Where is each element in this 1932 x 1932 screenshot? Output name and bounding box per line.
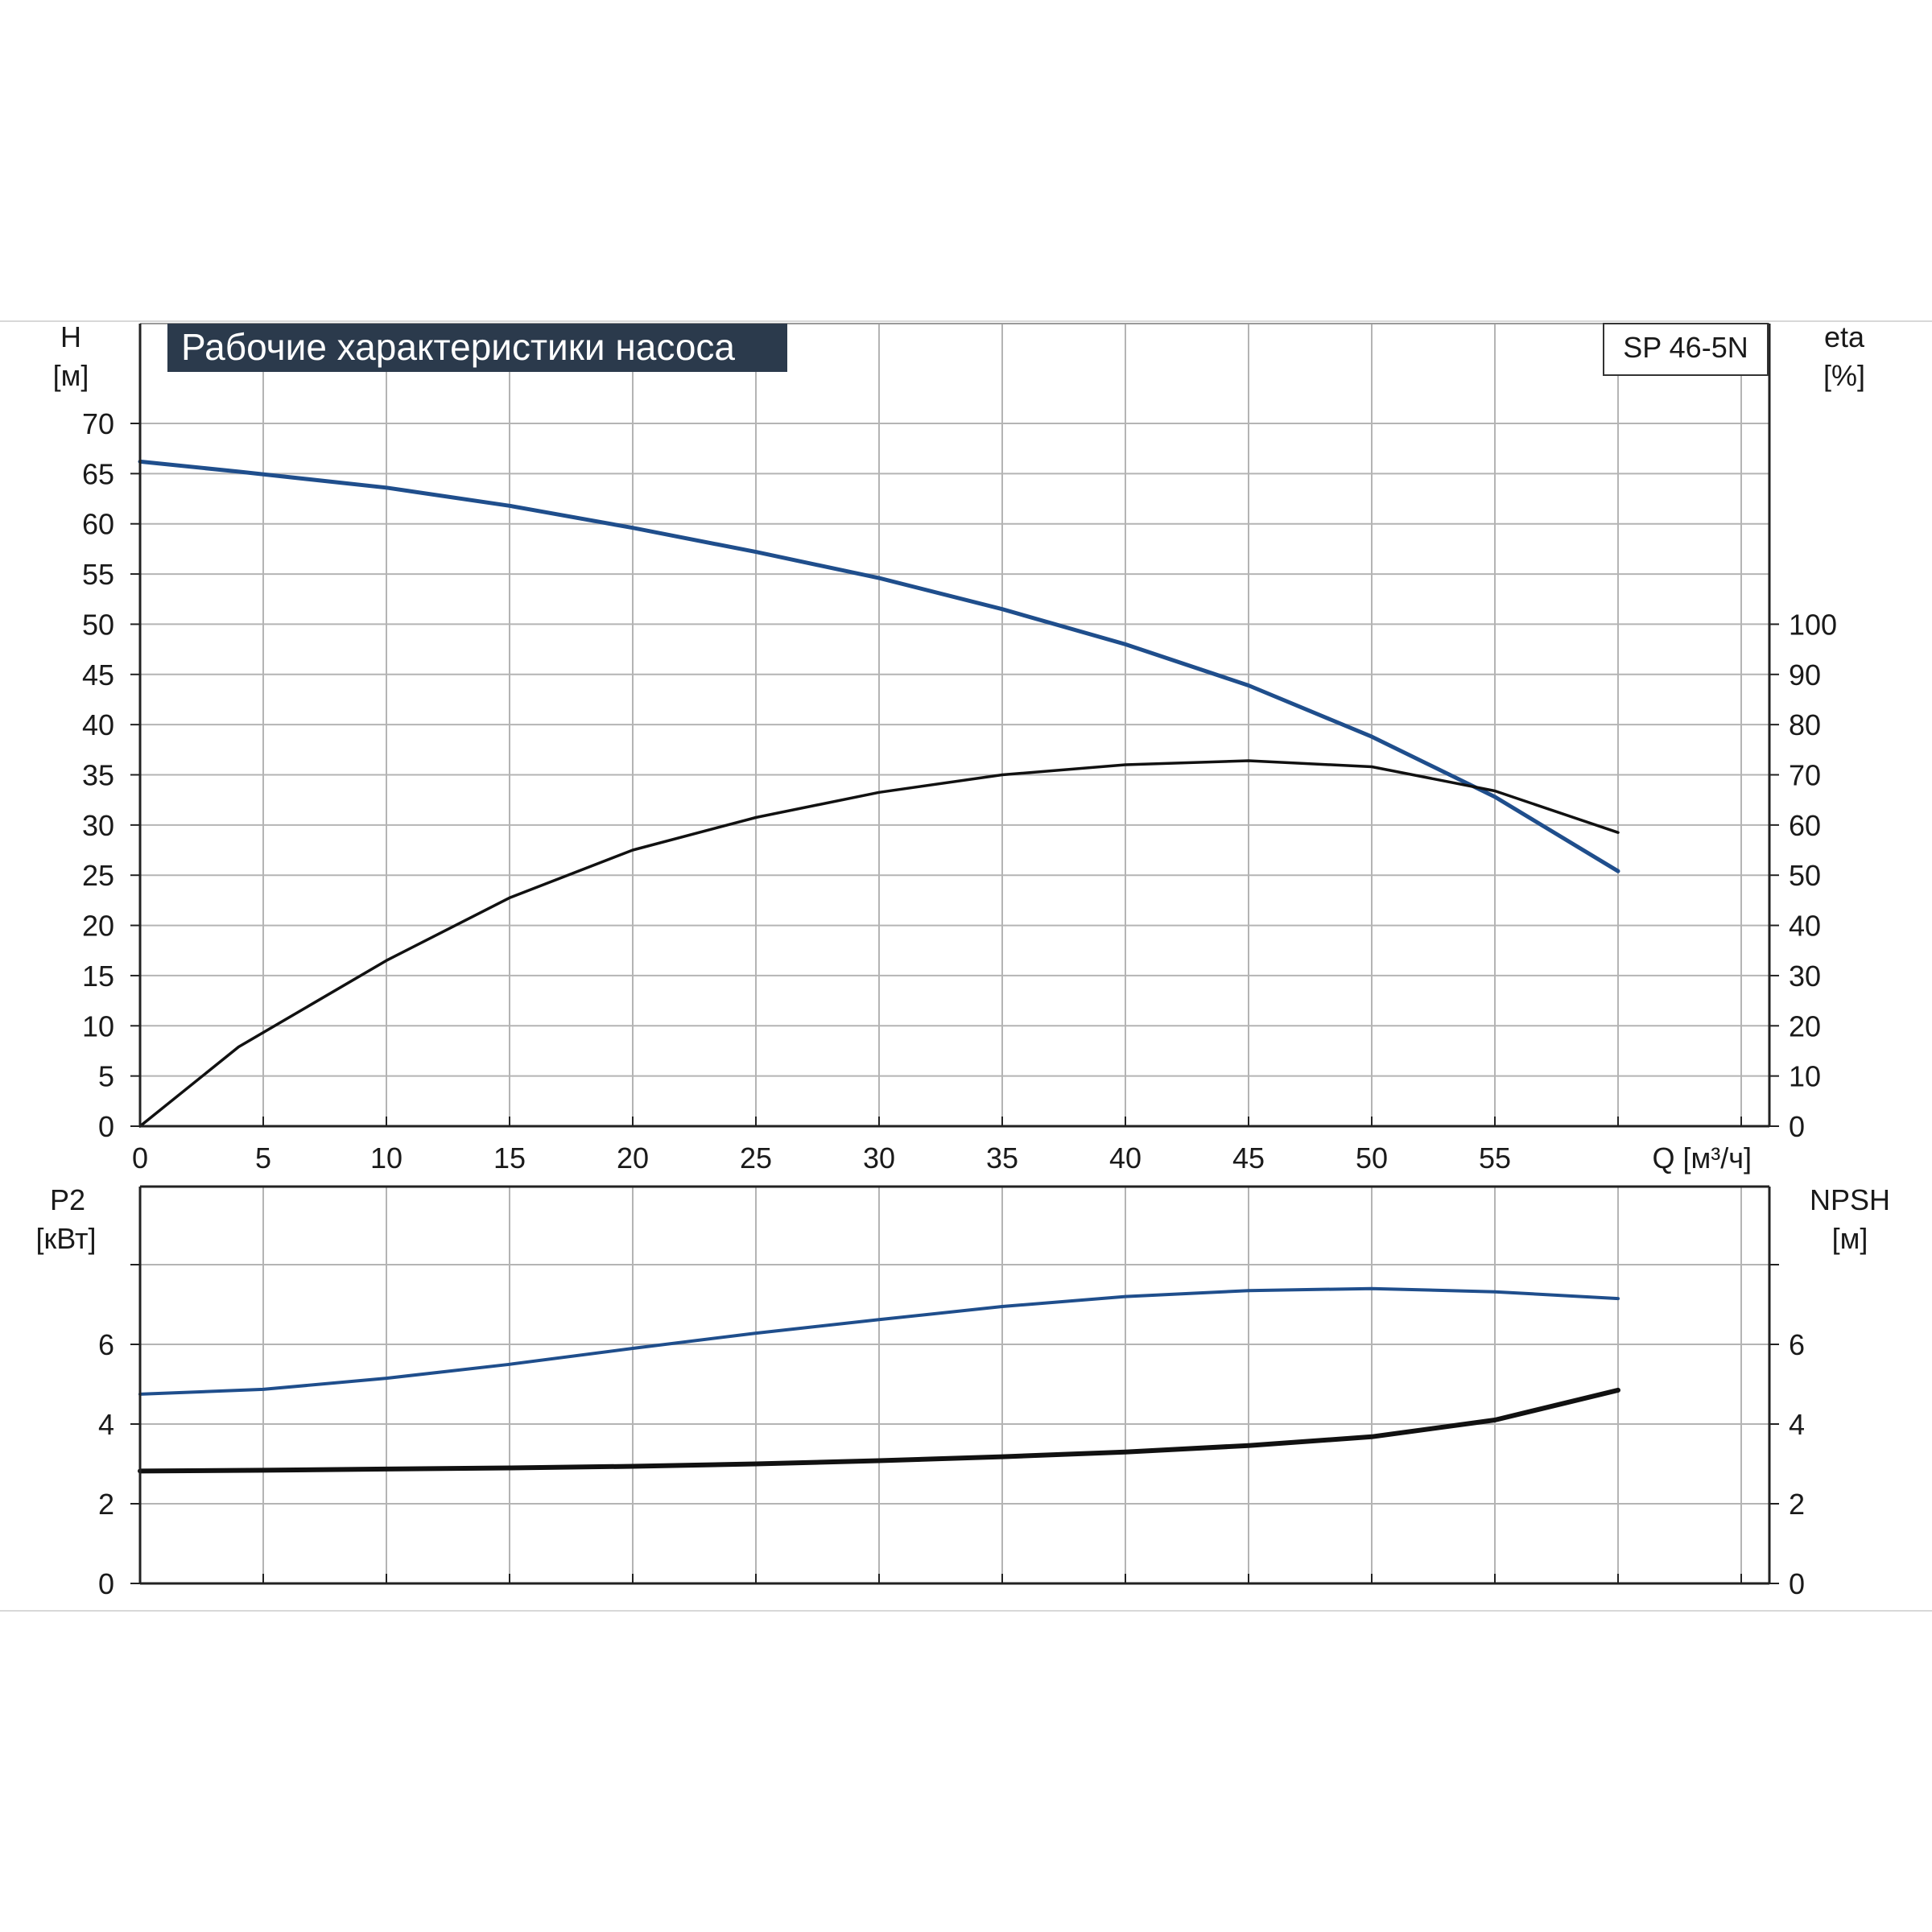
top-x-tick-label: 55: [1479, 1141, 1511, 1174]
top-x-tick-label: 35: [986, 1141, 1018, 1174]
top-right-tick-label: 100: [1789, 608, 1837, 641]
head-efficiency-panel: 0510152025303540455055606570010203040506…: [53, 320, 1865, 1174]
x-axis-label: Q [м³/ч]: [1652, 1141, 1752, 1174]
top-left-tick-label: 70: [82, 407, 114, 440]
top-left-tick-label: 25: [82, 859, 114, 892]
top-left-tick-label: 20: [82, 910, 114, 943]
top-left-tick-label: 65: [82, 457, 114, 490]
npsh-axis-unit: [м]: [1832, 1222, 1868, 1255]
top-right-tick-label: 80: [1789, 708, 1821, 741]
bottom-right-tick-label: 4: [1789, 1408, 1805, 1441]
top-x-tick-label: 45: [1232, 1141, 1265, 1174]
top-axes: 0510152025303540455055606570010203040506…: [53, 320, 1865, 1174]
top-left-tick-label: 35: [82, 759, 114, 792]
top-x-tick-label: 50: [1356, 1141, 1388, 1174]
efficiency-axis-unit: [%]: [1823, 359, 1865, 392]
top-left-tick-label: 50: [82, 608, 114, 641]
top-right-tick-label: 60: [1789, 809, 1821, 842]
top-left-tick-label: 60: [82, 508, 114, 541]
chart-title-background: [167, 324, 787, 372]
top-right-tick-label: 40: [1789, 910, 1821, 943]
top-right-tick-label: 90: [1789, 658, 1821, 691]
head-axis-label: H: [60, 320, 81, 353]
top-right-tick-label: 70: [1789, 759, 1821, 792]
power-axis-label: P2: [50, 1183, 85, 1216]
bottom-left-tick-label: 4: [98, 1408, 114, 1441]
model-label-box: SP 46-5N: [1603, 323, 1769, 376]
top-left-tick-label: 55: [82, 558, 114, 591]
top-left-tick-label: 30: [82, 809, 114, 842]
head-axis-unit: [м]: [53, 359, 89, 392]
top-x-tick-label: 20: [617, 1141, 649, 1174]
top-series: [138, 459, 1620, 1128]
bottom-left-tick-label: 6: [98, 1328, 114, 1361]
top-x-tick-label: 10: [370, 1141, 402, 1174]
chart-title-box: Рабочие характеристики насоса: [167, 324, 787, 372]
power-curve: [138, 1286, 1620, 1396]
top-left-tick-label: 15: [82, 960, 114, 993]
top-left-tick-label: 0: [98, 1110, 114, 1143]
bottom-grid: [140, 1187, 1769, 1583]
model-label: SP 46-5N: [1623, 331, 1748, 364]
top-right-tick-label: 10: [1789, 1060, 1821, 1093]
efficiency-curve: [138, 759, 1620, 1128]
power-axis-unit: [кВт]: [35, 1222, 96, 1255]
chart-title: Рабочие характеристики насоса: [181, 326, 735, 368]
power-npsh-panel: 0 2 4 6 0 2 4 6 P2 [кВт] NPSH [м]: [35, 1183, 1890, 1600]
bottom-right-tick-label: 2: [1789, 1488, 1805, 1521]
top-left-tick-label: 5: [98, 1060, 114, 1093]
top-x-tick-label: 40: [1109, 1141, 1141, 1174]
head-curve: [138, 459, 1620, 873]
top-x-tick-label: 25: [740, 1141, 772, 1174]
top-left-tick-label: 45: [82, 658, 114, 691]
top-left-tick-label: 10: [82, 1009, 114, 1042]
npsh-axis-label: NPSH: [1810, 1183, 1890, 1216]
bottom-left-tick-label: 2: [98, 1488, 114, 1521]
top-right-tick-label: 50: [1789, 859, 1821, 892]
top-x-tick-label: 15: [493, 1141, 526, 1174]
top-x-tick-label: 30: [863, 1141, 895, 1174]
top-right-tick-label: 0: [1789, 1110, 1805, 1143]
top-right-tick-label: 20: [1789, 1009, 1821, 1042]
bottom-right-tick-label: 6: [1789, 1328, 1805, 1361]
efficiency-axis-label: eta: [1824, 320, 1865, 353]
bottom-left-tick-label: 0: [98, 1567, 114, 1600]
top-left-tick-label: 40: [82, 708, 114, 741]
bottom-axes: 0 2 4 6 0 2 4 6 P2 [кВт] NPSH [м]: [35, 1183, 1890, 1600]
top-x-tick-label: 5: [255, 1141, 271, 1174]
bottom-right-tick-label: 0: [1789, 1567, 1805, 1600]
npsh-curve: [138, 1387, 1620, 1474]
bottom-series: [138, 1286, 1620, 1474]
top-x-tick-label: 0: [132, 1141, 148, 1174]
model-label-background: [1603, 323, 1769, 376]
top-right-tick-label: 30: [1789, 960, 1821, 993]
top-grid: [140, 324, 1769, 1126]
